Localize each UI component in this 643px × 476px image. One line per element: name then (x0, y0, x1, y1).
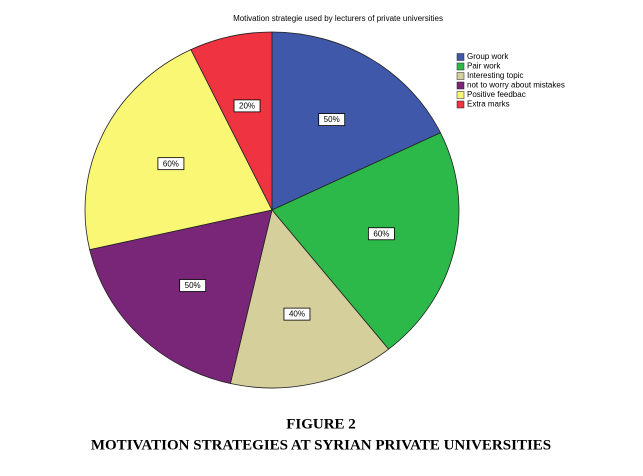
pie-slice (229, 209, 390, 389)
legend-swatch (456, 81, 465, 90)
pie-slice (190, 31, 273, 211)
data-label-box (157, 157, 185, 171)
legend-label: Pair work (467, 62, 501, 71)
pie-slice (271, 132, 460, 350)
chart-title: Motivation strategie used by lecturers o… (233, 14, 443, 23)
legend-label: Interesting topic (467, 71, 523, 80)
pie-slice (84, 49, 273, 251)
data-label-box (233, 99, 261, 113)
data-label: 40% (289, 310, 305, 319)
data-label-box (367, 227, 395, 241)
data-label: 50% (185, 281, 201, 290)
data-label: 60% (163, 159, 179, 168)
legend-label: Extra marks (467, 100, 510, 109)
legend-swatch (456, 62, 465, 71)
figure-caption: MOTIVATION STRATEGIES AT SYRIAN PRIVATE … (91, 437, 551, 453)
data-label-box (283, 307, 311, 321)
legend-label: not to worry about mistakes (467, 81, 565, 90)
data-label: 60% (373, 229, 389, 238)
legend-label: Positive feedbac (467, 90, 526, 99)
legend-swatch (456, 72, 465, 80)
pie-slice (271, 31, 442, 211)
pie-slice (89, 209, 273, 385)
figure-number: FIGURE 2 (286, 416, 356, 432)
legend-swatch (456, 100, 465, 109)
data-label-box (318, 113, 346, 126)
data-label: 50% (324, 115, 340, 124)
data-label-box (179, 279, 207, 292)
data-label: 20% (239, 101, 255, 110)
legend-swatch (456, 53, 465, 61)
legend-swatch (456, 91, 465, 99)
legend-label: Group work (467, 52, 509, 61)
